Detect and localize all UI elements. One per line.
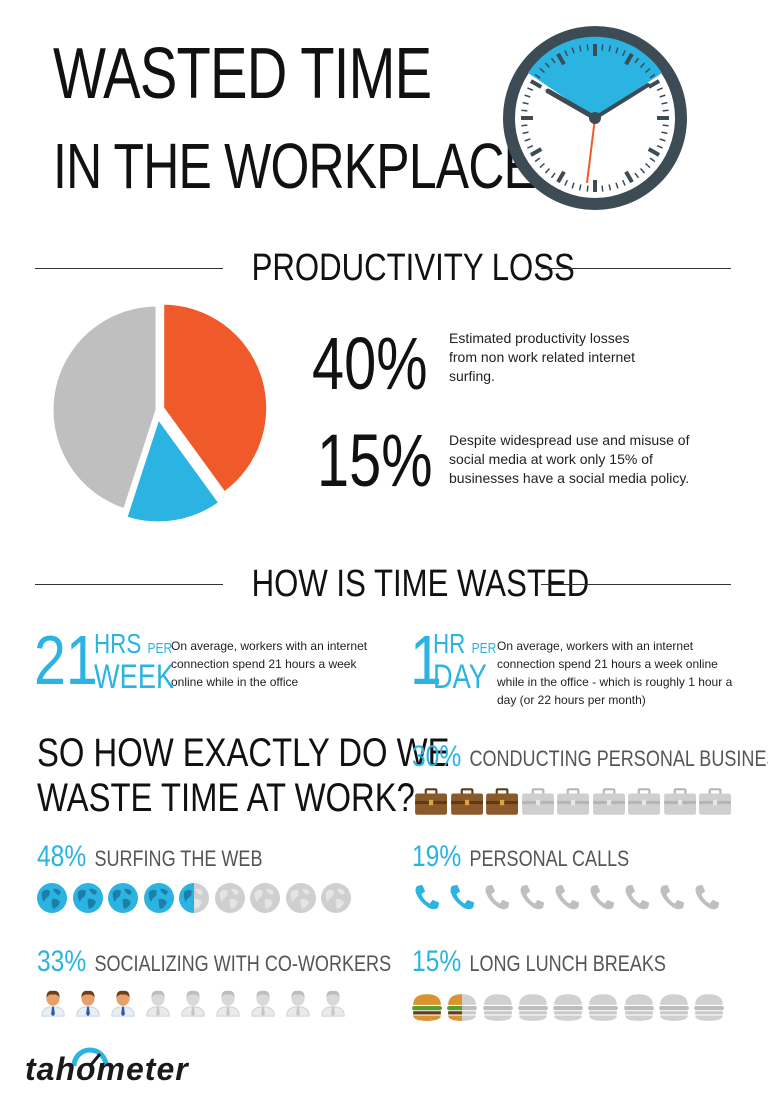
lunch-pct: 15%: [412, 945, 462, 978]
phone-icon: [450, 884, 475, 910]
briefcase-icon: [663, 788, 696, 815]
how-heading: HOW IS TIME WASTED: [251, 563, 590, 605]
briefcase-icon: [592, 788, 625, 815]
hour-per-day-unit-bottom: DAY: [433, 658, 487, 696]
clock-icon: [503, 26, 687, 210]
person-icon: [321, 990, 345, 1017]
burger-icon: [659, 994, 689, 1021]
briefcase-icon: [699, 788, 731, 815]
hour-per-day-unit-top: HR PER: [433, 630, 496, 663]
globe-icon: [108, 883, 138, 913]
business-icon-row: [413, 785, 733, 819]
category-calls: 19% PERSONAL CALLS: [412, 840, 629, 874]
divider-right-2: [541, 584, 731, 585]
category-lunch: 15% LONG LUNCH BREAKS: [412, 945, 666, 979]
surfing-label: SURFING THE WEB: [94, 846, 263, 871]
lunch-icon-row: [410, 990, 728, 1024]
briefcase-icon: [415, 788, 447, 815]
person-icon: [286, 990, 310, 1017]
burger-icon: [412, 994, 442, 1021]
calls-icon-row: [412, 882, 727, 912]
calls-label: PERSONAL CALLS: [469, 846, 630, 871]
socializing-label: SOCIALIZING WITH CO-WORKERS: [94, 951, 392, 976]
briefcase-icon: [628, 788, 660, 815]
stat-40-value: 40%: [312, 322, 428, 405]
brand-name: tahometer: [25, 1051, 189, 1087]
surfing-icon-row: [36, 882, 356, 914]
person-icon: [111, 990, 135, 1017]
globe-icon: [179, 883, 209, 913]
stat-15-desc: Despite widespread use and misuse of soc…: [449, 432, 690, 486]
person-icon: [41, 990, 65, 1017]
globe-icon: [37, 883, 67, 913]
productivity-heading: PRODUCTIVITY LOSS: [251, 247, 575, 289]
burger-icon: [447, 994, 478, 1021]
person-icon: [76, 990, 100, 1017]
category-business: 30% CONDUCTING PERSONAL BUSINESS: [412, 740, 768, 774]
pie-slice-orange: [161, 301, 270, 496]
briefcase-icon: [521, 788, 554, 815]
briefcase-icon: [450, 788, 483, 815]
hours-per-week-number: 21: [34, 621, 98, 699]
tahometer-logo-icon: [71, 1047, 109, 1067]
briefcase-icon: [557, 788, 589, 815]
globe-icon: [321, 883, 351, 913]
pie-slice-gray: [50, 303, 159, 512]
divider-left-2: [35, 584, 223, 585]
title-line-1: WASTED TIME: [53, 34, 432, 114]
burger-icon: [588, 994, 619, 1021]
pie-slice-blue: [123, 414, 223, 525]
phone-icon: [625, 884, 650, 910]
title-line-2: IN THE WORKPLACE: [53, 130, 537, 202]
phone-icon: [695, 884, 720, 910]
burger-icon: [553, 994, 584, 1021]
per-label-2: PER: [471, 640, 497, 657]
hours-per-week-unit-top: HRS PER: [94, 630, 172, 663]
stat-40-desc: Estimated productivity losses from non w…: [449, 330, 635, 384]
hours-per-week-unit-bottom: WEEK: [94, 658, 175, 696]
burger-icon: [482, 994, 513, 1021]
question-line-1: SO HOW EXACTLY DO WE: [37, 731, 450, 775]
person-icon: [181, 990, 205, 1017]
divider-left-1: [35, 268, 223, 269]
burger-icon: [623, 994, 654, 1021]
burger-icon: [694, 994, 725, 1021]
person-icon: [216, 990, 240, 1017]
divider-right-1: [541, 268, 731, 269]
phone-icon: [555, 884, 580, 910]
surfing-pct: 48%: [37, 840, 87, 873]
globe-icon: [285, 883, 316, 913]
category-socializing: 33% SOCIALIZING WITH CO-WORKERS: [37, 945, 391, 979]
globe-icon: [214, 883, 245, 913]
phone-icon: [520, 884, 545, 910]
lunch-label: LONG LUNCH BREAKS: [469, 951, 666, 976]
person-icon: [146, 990, 170, 1017]
globe-icon: [72, 883, 103, 913]
globe-icon: [143, 883, 174, 913]
socializing-icon-row: [38, 988, 353, 1018]
hr-label: HR: [433, 628, 466, 659]
phone-icon: [415, 884, 440, 910]
phone-icon: [590, 884, 615, 910]
per-label: PER: [147, 640, 173, 657]
category-surfing: 48% SURFING THE WEB: [37, 840, 263, 874]
socializing-pct: 33%: [37, 945, 87, 978]
productivity-pie-chart: [50, 301, 270, 525]
calls-pct: 19%: [412, 840, 462, 873]
question-line-2: WASTE TIME AT WORK?: [37, 776, 415, 820]
globe-icon: [250, 883, 280, 913]
business-label: CONDUCTING PERSONAL BUSINESS: [469, 746, 768, 771]
phone-icon: [485, 884, 510, 910]
hour-per-day-desc: On average, workers with an internet con…: [497, 639, 733, 707]
person-icon: [251, 990, 275, 1017]
briefcase-icon: [486, 788, 518, 815]
hours-per-week-desc: On average, workers with an internet con…: [171, 639, 368, 689]
hrs-label: HRS: [94, 628, 142, 659]
phone-icon: [660, 884, 685, 910]
stat-15-value: 15%: [317, 419, 433, 502]
business-pct: 30%: [412, 740, 462, 773]
burger-icon: [518, 994, 548, 1021]
hour-per-day-number: 1: [410, 621, 442, 699]
